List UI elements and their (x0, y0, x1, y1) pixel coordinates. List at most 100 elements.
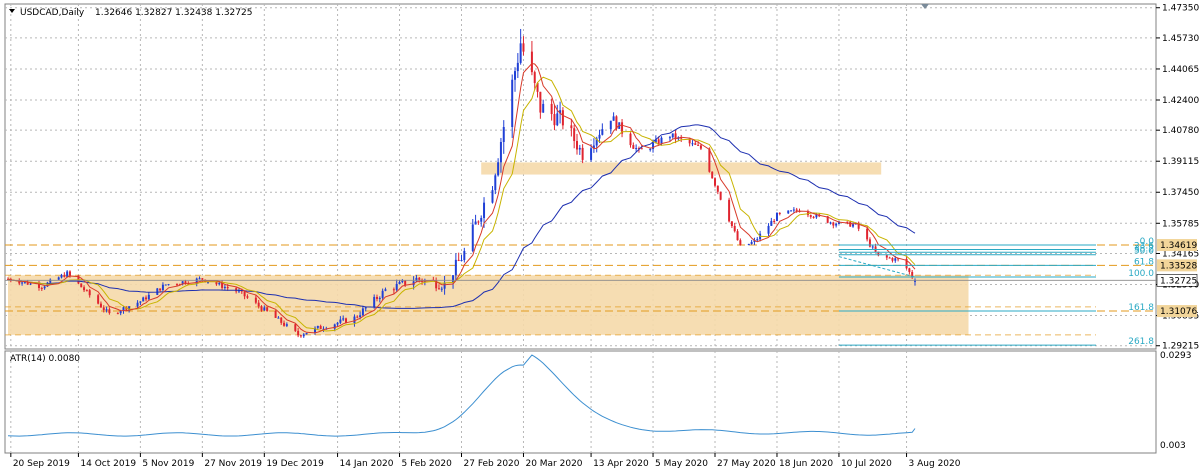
candle-body (590, 148, 593, 160)
candle-body (711, 171, 714, 179)
candle-body (302, 334, 305, 337)
fib-label-2: 38.2 (1134, 244, 1154, 254)
candle-body (119, 311, 122, 314)
candle-body (474, 221, 477, 225)
candle-body (680, 137, 683, 139)
candle-body (49, 279, 52, 283)
candle-body (176, 284, 179, 286)
candle-body (694, 143, 697, 145)
candle-body (254, 297, 257, 303)
candle-body (333, 324, 336, 329)
candle-body (657, 139, 660, 145)
candle-body (18, 280, 21, 284)
candle-body (894, 258, 897, 261)
candle-body (908, 268, 911, 273)
symbol-label: USDCAD,Daily (20, 8, 85, 18)
candle-body (483, 202, 486, 219)
candle-body (674, 133, 677, 140)
candle-body (105, 309, 108, 311)
candle-body (257, 302, 260, 307)
candle-body (316, 325, 319, 328)
candle-body (561, 110, 564, 126)
candle-body (116, 313, 119, 315)
candle-body (80, 283, 83, 288)
price-axis: 1.47350 1.45730 1.44065 1.42400 1.40780 1.391… (5, 4, 1199, 352)
price-tag-1: 1.33528 (1160, 261, 1197, 271)
candle-body (145, 297, 148, 300)
time-tick-label: 5 Feb 2020 (402, 459, 453, 469)
candle-body (83, 287, 86, 291)
candle-body (767, 225, 770, 234)
candle-body (736, 231, 739, 241)
candle-body (471, 224, 474, 251)
time-tick-label: 5 Nov 2019 (142, 459, 194, 469)
atr-path (7, 354, 916, 437)
candle-body (178, 284, 181, 286)
candle-body (499, 141, 502, 163)
candle-body (598, 134, 601, 139)
fib-trend-line (838, 256, 916, 278)
menu-triangle-icon[interactable] (9, 9, 15, 13)
candle-body (649, 149, 652, 151)
candle-body (885, 255, 888, 258)
candle-body (384, 289, 387, 291)
candle-body (691, 143, 694, 145)
time-tick-label: 14 Oct 2019 (80, 459, 136, 469)
candle-body (454, 259, 457, 276)
candle-body (815, 214, 818, 218)
candle-body (463, 250, 466, 261)
candle-body (866, 228, 869, 240)
candle-body (60, 274, 63, 278)
candle-body (497, 162, 500, 176)
zone-0 (481, 162, 882, 175)
candle-body (23, 281, 26, 283)
candle-body (435, 280, 438, 289)
candle-body (575, 141, 578, 150)
chart-shift-marker-icon[interactable] (921, 4, 929, 9)
candle-body (609, 120, 612, 130)
fibonacci-retracement: 0.023.638.250.061.8 100.0 161.8 261.8 (838, 237, 1155, 347)
candle-body (753, 240, 756, 243)
candle-body (221, 282, 224, 288)
time-tick-label: 13 Apr 2020 (593, 459, 649, 469)
candle-body (809, 215, 812, 217)
candle-body (68, 271, 71, 276)
candle-body (747, 243, 750, 245)
candle-body (274, 311, 277, 318)
candle-body (795, 209, 798, 211)
candle-body (578, 147, 581, 150)
candle-body (443, 282, 446, 289)
candle-body (891, 258, 894, 261)
candle-body (756, 239, 759, 241)
fib-label-0: 0.0 (1140, 237, 1155, 247)
candle-body (97, 295, 100, 304)
candle-body (206, 281, 209, 283)
candle-body (637, 148, 640, 150)
candle-body (215, 281, 218, 285)
price-tag-bg-1 (1157, 259, 1197, 272)
time-tick-label: 10 Jul 2020 (841, 459, 892, 469)
price-tag-bg-2 (1157, 305, 1197, 318)
candle-body (99, 303, 102, 308)
candle-body (415, 277, 418, 282)
candle-body (511, 79, 514, 127)
candle-body (235, 288, 238, 292)
candle-body (43, 286, 46, 289)
candle-body (556, 113, 559, 126)
current-price-tag: 1.32725 (1160, 276, 1197, 286)
fib-label-3: 50.0 (1134, 247, 1154, 257)
candle-body (412, 281, 415, 286)
candle-body (263, 307, 266, 311)
time-tick-label: 27 Feb 2020 (464, 459, 520, 469)
current-price-tag-bg (1156, 274, 1198, 287)
candle-body (728, 199, 731, 222)
ma-fast-line (7, 62, 916, 334)
time-tick-label: 3 Aug 2020 (909, 459, 961, 469)
candle-body (852, 224, 855, 227)
candle-body (536, 83, 539, 92)
candle-body (849, 221, 852, 227)
candle-body (857, 222, 860, 229)
candle-body (181, 281, 184, 285)
candle-body (708, 148, 711, 172)
